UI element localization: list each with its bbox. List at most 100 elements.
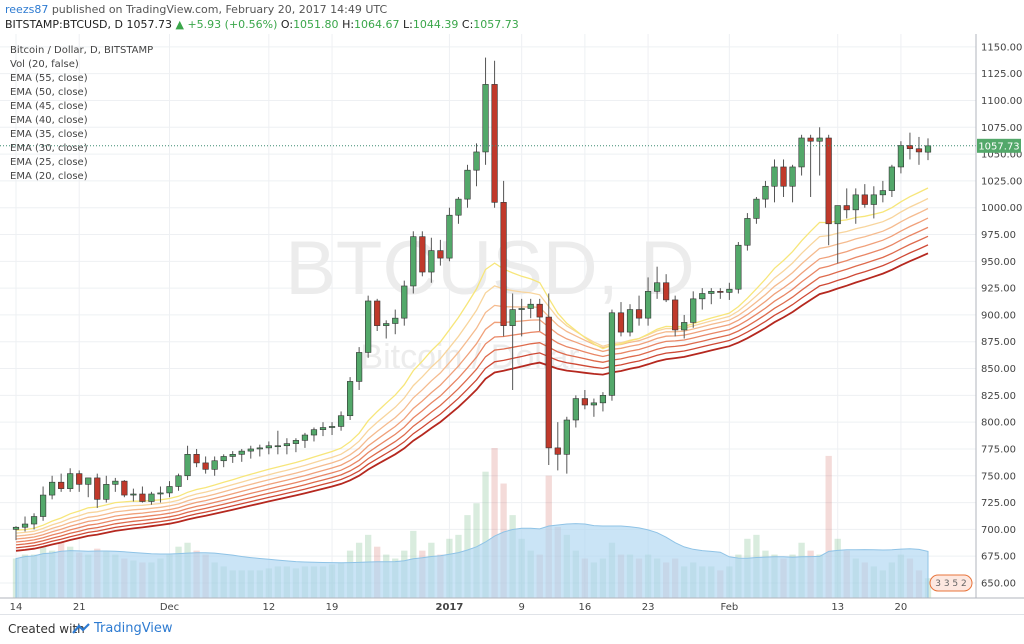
candle-body (94, 477, 101, 500)
candle-body (780, 166, 787, 187)
candle-body (85, 477, 92, 485)
candle-body (58, 481, 65, 489)
price-axis[interactable] (976, 34, 1024, 598)
candle-body (870, 194, 877, 205)
time-axis-ticks: 14 21 Dec 12 19 2017 9 16 23 Feb 13 20 (10, 602, 908, 613)
low-value: 1044.39 (412, 18, 459, 31)
price-tick-label: 1125.00 (981, 69, 1022, 80)
candle-body (392, 317, 399, 324)
candle-body (464, 169, 471, 200)
candle-body (39, 494, 47, 517)
tradingview-brand[interactable]: TradingView (94, 621, 173, 636)
low-label: L: (403, 18, 413, 31)
candle-body (626, 309, 634, 333)
price-tick-label: 1075.00 (981, 123, 1022, 134)
price-tick-label: 750.00 (981, 471, 1016, 482)
tradingview-logo-icon (72, 623, 90, 634)
candle-body (301, 434, 309, 441)
legend-study-ema40[interactable]: EMA (40, close) (10, 115, 88, 126)
candle-body (283, 443, 290, 447)
time-tick-label: 13 (831, 602, 844, 613)
close-value: 1057.73 (473, 18, 519, 31)
high-value: 1064.67 (354, 18, 400, 31)
volume-bar (825, 455, 832, 598)
price-tick-label: 1000.00 (981, 203, 1022, 214)
candle-body (310, 429, 318, 436)
time-tick-label: Dec (160, 602, 179, 613)
chart-header: reezs87 published on TradingView.com, Fe… (0, 0, 1024, 34)
candle-body (635, 309, 643, 319)
legend-study-ema30[interactable]: EMA (30, close) (10, 143, 88, 154)
candle-body (238, 450, 245, 455)
legend-study-ema55[interactable]: EMA (55, close) (10, 73, 88, 84)
legend-study-ema45[interactable]: EMA (45, close) (10, 101, 88, 112)
events-badge[interactable]: 3 3 5 2 (929, 574, 973, 592)
quote-line: BITSTAMP:BTCUSD, D 1057.73 ▲ +5.93 (+0.5… (5, 18, 519, 31)
time-tick-label: 14 (10, 602, 23, 613)
candles (12, 57, 932, 541)
legend-title: Bitcoin / Dollar, D, BITSTAMP (10, 45, 153, 56)
price-tick-label: 725.00 (981, 498, 1016, 509)
price-tick-label: 1100.00 (981, 96, 1022, 107)
ema-lines (15, 187, 929, 552)
candle-body (861, 194, 868, 205)
candle-body (545, 316, 552, 449)
candle-body (374, 300, 381, 326)
candle-body (843, 205, 850, 211)
legend-study-ema25[interactable]: EMA (25, close) (10, 157, 88, 168)
candle-body (663, 282, 670, 301)
price-tick-label: 775.00 (981, 444, 1016, 455)
candle-body (879, 190, 886, 196)
price-axis-ticks: 650.00 675.00 700.00 725.00 750.00 775.00 800.… (981, 42, 1022, 589)
legend-study-ema50[interactable]: EMA (50, close) (10, 87, 88, 98)
last-price-tag: 1057.73 (977, 138, 1021, 153)
candle-body (247, 448, 254, 452)
published-text: published on TradingView.com, February 2… (51, 3, 388, 16)
time-tick-label: 16 (579, 602, 592, 613)
candle-body (654, 282, 661, 292)
volume-bar (491, 448, 498, 598)
candle-body (771, 166, 778, 187)
candle-body (166, 486, 173, 494)
last-price-tag-box (977, 138, 1021, 153)
candle-body (834, 205, 841, 225)
price-tick-label: 1025.00 (981, 176, 1022, 187)
last-price: 1057.73 (126, 18, 172, 31)
candle-body (76, 473, 83, 485)
time-tick-label: 23 (642, 602, 655, 613)
candle-body (437, 250, 444, 259)
price-chart[interactable]: BTCUSD, D Bitcoin / Dollar Bitcoin / Dol… (0, 34, 1024, 614)
candle-body (807, 137, 814, 142)
legend-study-vol[interactable]: Vol (20, false) (10, 59, 79, 70)
candle-body (383, 323, 390, 326)
candle-body (482, 84, 489, 153)
candle-body (121, 480, 128, 496)
price-tick-label: 825.00 (981, 391, 1016, 402)
price-tick-label: 975.00 (981, 230, 1016, 241)
candle-body (175, 475, 182, 487)
candle-body (924, 145, 932, 153)
legend-study-ema35[interactable]: EMA (35, close) (10, 129, 88, 140)
candle-body (644, 291, 652, 319)
candle-body (328, 426, 336, 428)
candle-body (690, 298, 697, 323)
ema-25-line (15, 197, 929, 534)
time-tick-label: Feb (720, 602, 738, 613)
symbol-label: BITSTAMP:BTCUSD, D (5, 18, 123, 31)
ema-45-line (15, 235, 929, 546)
candle-body (608, 312, 616, 396)
events-badge-text: 3 3 5 2 (935, 579, 967, 589)
time-tick-label: 19 (326, 602, 339, 613)
ema-35-line (15, 217, 929, 540)
legend-study-ema20[interactable]: EMA (20, close) (10, 171, 88, 182)
candle-body (211, 460, 218, 470)
candle-body (852, 194, 859, 211)
candle-body (500, 202, 507, 326)
candle-body (897, 145, 905, 168)
open-label: O: (280, 18, 294, 31)
candle-body (518, 308, 525, 310)
candle-body (672, 299, 679, 331)
author-link[interactable]: reezs87 (5, 3, 49, 16)
high-label: H: (342, 18, 355, 31)
price-tick-label: 925.00 (981, 284, 1016, 295)
